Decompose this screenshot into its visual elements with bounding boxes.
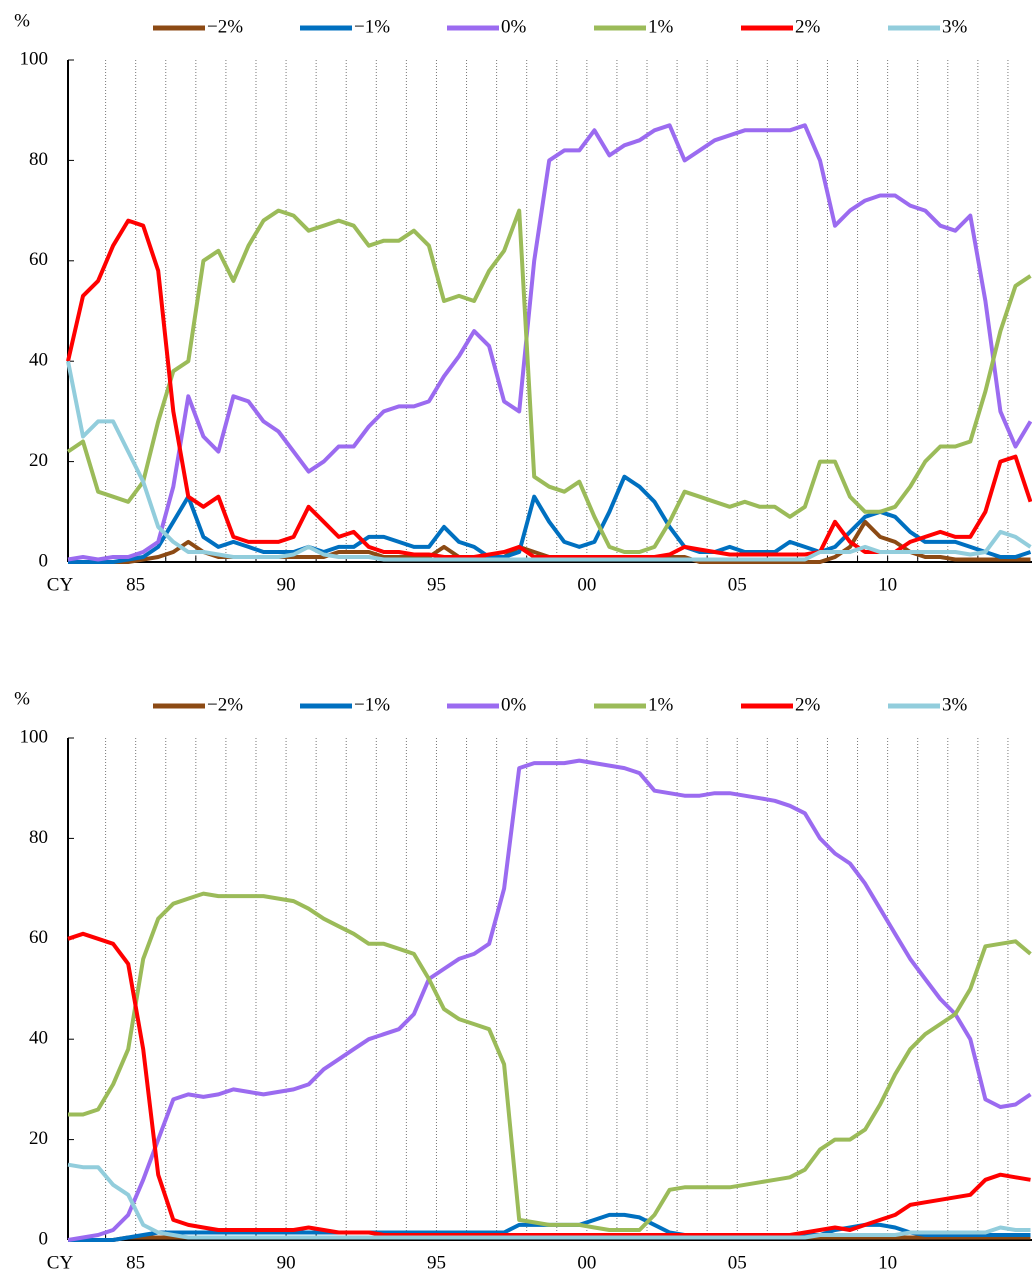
legend-label: 0% [501, 16, 527, 37]
y-tick-label: 20 [29, 1128, 48, 1149]
x-tick-label: 95 [427, 574, 446, 595]
legend-label: 1% [648, 694, 674, 715]
x-tick-label: 05 [728, 574, 747, 595]
series-line [67, 758, 1032, 1242]
series-line [67, 931, 1031, 1237]
legend-label: 2% [795, 16, 821, 37]
x-axis-label: CY [47, 1252, 74, 1273]
x-tick-label: 85 [126, 1252, 145, 1273]
legend-label: −1% [354, 16, 390, 37]
series-line [66, 208, 1032, 554]
y-tick-label: 100 [20, 48, 49, 69]
x-tick-label: 00 [577, 1252, 596, 1273]
series-line [67, 123, 1032, 562]
legend-label: −2% [207, 16, 243, 37]
y-tick-label: 60 [29, 927, 48, 948]
series-line [66, 218, 1032, 559]
legend-label: 1% [648, 16, 674, 37]
x-tick-label: 95 [427, 1252, 446, 1273]
legend-label: −2% [207, 694, 243, 715]
series-line [67, 1162, 1031, 1240]
y-tick-label: 80 [29, 827, 48, 848]
x-tick-label: 85 [126, 574, 145, 595]
x-tick-label: 90 [277, 1252, 296, 1273]
y-tick-label: 0 [39, 1228, 49, 1249]
legend-label: 3% [942, 694, 968, 715]
x-tick-label: 05 [728, 1252, 747, 1273]
y-tick-label: 40 [29, 350, 48, 371]
x-tick-label: 90 [277, 574, 296, 595]
x-tick-label: 00 [577, 574, 596, 595]
y-tick-label: 80 [29, 149, 48, 170]
y-axis-label: % [14, 10, 30, 31]
series-line [68, 891, 1032, 1232]
y-axis-label: % [14, 688, 30, 709]
y-tick-label: 20 [29, 450, 48, 471]
x-tick-label: 10 [878, 574, 897, 595]
x-axis-label: CY [47, 574, 74, 595]
y-tick-label: 60 [29, 249, 48, 270]
y-tick-label: 0 [39, 550, 49, 571]
legend-label: 3% [942, 16, 968, 37]
series-line [66, 360, 1032, 562]
legend-label: −1% [354, 694, 390, 715]
x-tick-label: 10 [878, 1252, 897, 1273]
y-tick-label: 40 [29, 1028, 48, 1049]
legend-label: 0% [501, 694, 527, 715]
legend-label: 2% [795, 694, 821, 715]
y-tick-label: 100 [20, 726, 49, 747]
series-line [68, 474, 1032, 564]
